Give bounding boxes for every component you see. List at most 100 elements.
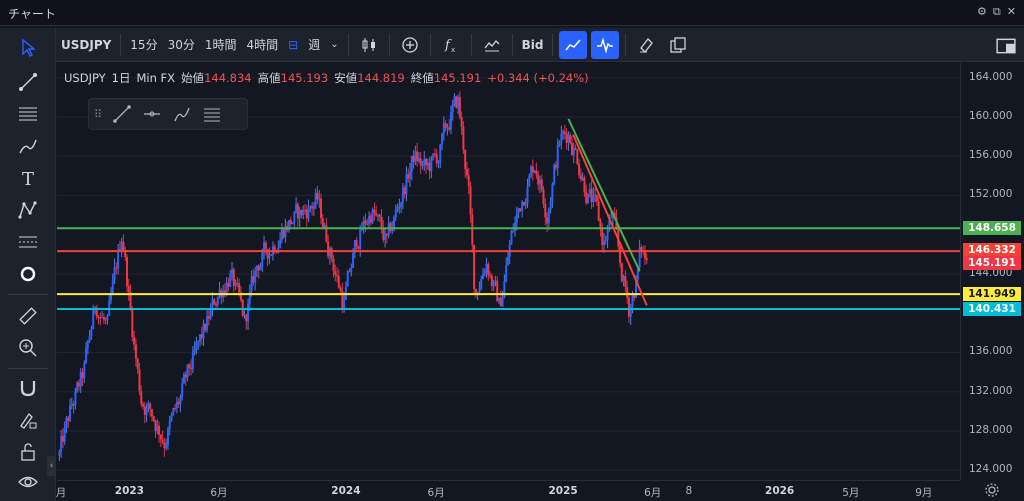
price-tick-label: 156.000 — [969, 149, 1013, 162]
candle-body — [72, 404, 75, 406]
candle-body — [606, 229, 609, 240]
layout-panel-icon[interactable] — [992, 32, 1020, 60]
candle-body — [280, 229, 283, 240]
candle-body — [111, 279, 114, 293]
candle-body — [104, 319, 107, 321]
drawing-tools-sidebar: T ‹ — [0, 28, 56, 501]
candle-body — [336, 275, 339, 277]
popout-icon[interactable]: ⧉ — [992, 5, 1001, 18]
candle-body — [302, 209, 305, 216]
calendar-icon[interactable]: ⊟ — [288, 37, 299, 52]
price-type-bid[interactable]: Bid — [521, 37, 544, 52]
candle-body — [375, 213, 378, 216]
collapse-sidebar-icon[interactable]: ‹ — [47, 456, 56, 476]
candle-body — [392, 217, 395, 229]
floating-drawing-toolbar: ⠿ — [88, 98, 248, 130]
interval-week[interactable]: 週 — [308, 38, 321, 52]
lock-drawings-icon[interactable] — [14, 406, 42, 434]
candle-body — [85, 348, 88, 363]
price-level-label: 148.658 — [963, 221, 1021, 236]
candle-body — [174, 408, 177, 410]
text-tool-icon[interactable]: T — [14, 164, 42, 192]
candle-body — [595, 194, 598, 202]
candle-body — [469, 186, 472, 215]
magnet-icon[interactable] — [14, 374, 42, 402]
fib-lines-icon[interactable] — [197, 99, 227, 129]
pulse-toggle-icon[interactable] — [591, 30, 620, 59]
trend-line-icon[interactable] — [14, 68, 42, 96]
candle-body — [61, 436, 64, 442]
horizontal-line-icon[interactable] — [137, 99, 167, 129]
candle-body — [168, 420, 171, 430]
interval-15m[interactable]: 15分 — [130, 38, 158, 52]
drag-handle-icon[interactable]: ⠿ — [93, 107, 103, 121]
prediction-icon[interactable] — [14, 228, 42, 256]
candle-body — [134, 344, 137, 359]
candle-body — [245, 314, 248, 322]
eye-icon[interactable] — [14, 468, 42, 496]
candle-body — [191, 352, 194, 369]
copy-layout-icon[interactable] — [664, 31, 692, 59]
circle-shape-icon[interactable] — [14, 260, 42, 288]
candle-body — [453, 96, 456, 105]
candle-body — [446, 127, 449, 129]
symbol-selector[interactable]: USDJPY — [61, 37, 112, 52]
fib-lines-icon[interactable] — [14, 100, 42, 128]
candle-body — [441, 133, 444, 145]
pattern-icon[interactable] — [14, 196, 42, 224]
candle-body — [264, 242, 267, 249]
time-axis[interactable]: 月 2023 6月 2024 6月 2025 6月 8 2026 5月 9月 — [56, 480, 960, 501]
candle-body — [165, 445, 168, 449]
legend-symbol[interactable]: USDJPY — [64, 71, 106, 85]
candle-body — [323, 225, 326, 229]
candle-body — [287, 220, 290, 231]
candlestick-icon[interactable] — [355, 31, 383, 59]
candle-body — [179, 396, 182, 405]
zoom-in-icon[interactable] — [14, 334, 42, 362]
brush-icon[interactable] — [167, 99, 197, 129]
candle-body — [166, 429, 169, 446]
candle-body — [227, 282, 230, 287]
candle-body — [426, 162, 429, 166]
price-chart[interactable] — [57, 63, 960, 480]
candle-body — [353, 240, 356, 254]
candle-body — [234, 282, 237, 286]
cursor-icon[interactable] — [14, 34, 42, 62]
compare-plus-icon[interactable] — [396, 31, 424, 59]
candle-body — [60, 436, 63, 453]
chevron-down-icon[interactable]: ⌄ — [330, 39, 339, 50]
ruler-icon[interactable] — [14, 302, 42, 330]
interval-4h[interactable]: 4時間 — [246, 38, 279, 52]
price-axis[interactable]: 164.000 160.000 156.000 152.000 144.000 136.0… — [960, 63, 1024, 480]
candle-body — [530, 166, 533, 176]
settings-icon[interactable]: ⚙ — [977, 5, 987, 18]
candle-body — [204, 324, 207, 331]
close-icon[interactable]: ✕ — [1006, 5, 1016, 18]
eraser-icon[interactable] — [632, 31, 660, 59]
candle-body — [551, 183, 554, 203]
candle-body — [129, 292, 132, 309]
trend-toggle-icon[interactable] — [559, 30, 588, 59]
candle-body — [76, 382, 79, 392]
candle-body — [569, 134, 572, 144]
interval-30m[interactable]: 30分 — [167, 38, 195, 52]
candle-body — [451, 104, 454, 113]
templates-icon[interactable] — [478, 31, 506, 59]
time-tick-label: 2025 — [548, 485, 578, 497]
candle-body — [627, 297, 630, 317]
chart-area[interactable] — [57, 63, 960, 480]
settings-gear-icon[interactable] — [984, 482, 1000, 498]
candle-body — [225, 282, 228, 294]
candle-body — [380, 216, 383, 228]
candle-body — [159, 434, 162, 440]
candle-body — [533, 170, 536, 173]
brush-icon[interactable] — [14, 132, 42, 160]
trend-line-icon[interactable] — [107, 99, 137, 129]
candle-body — [198, 334, 201, 341]
interval-1h[interactable]: 1時間 — [204, 38, 237, 52]
candle-body — [521, 201, 524, 211]
candle-body — [542, 189, 545, 204]
lock-icon[interactable] — [14, 438, 42, 466]
candle-body — [471, 214, 474, 245]
